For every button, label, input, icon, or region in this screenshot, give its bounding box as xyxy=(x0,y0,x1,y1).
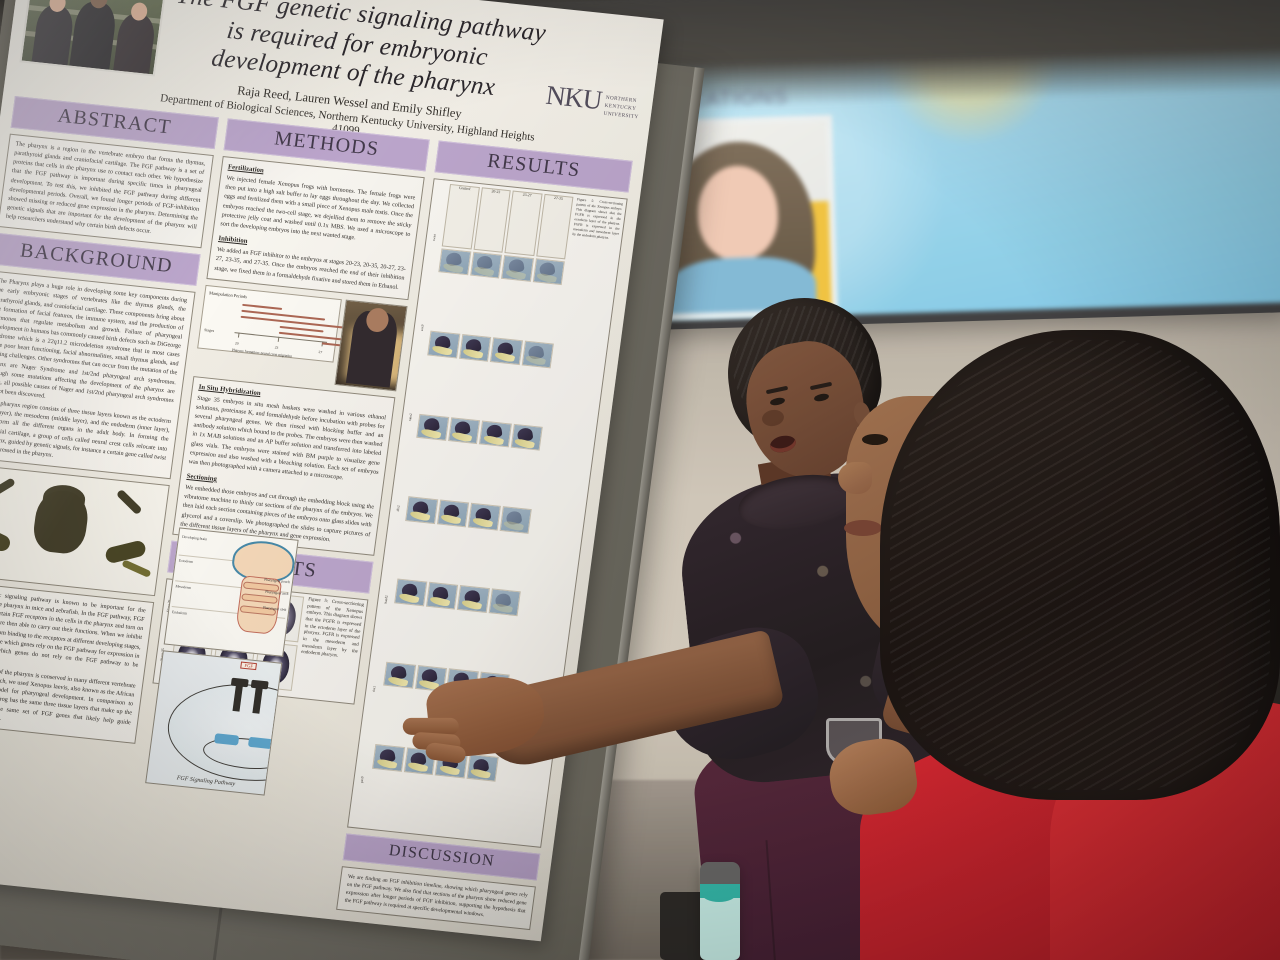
water-bottle xyxy=(700,862,740,960)
embryo-cell xyxy=(405,496,439,524)
background-para-1: The Pharynx plays a huge role in develop… xyxy=(0,278,188,404)
nku-logo: NKU NORTHERN KENTUCKY UNIVERSITY xyxy=(544,18,650,121)
fgf-ligand-label: FGF xyxy=(240,661,258,671)
embryo-cell xyxy=(394,578,427,607)
methods-body-2: In Situ Hybridization Stage 35 embryos i… xyxy=(171,375,396,556)
embryo-cell xyxy=(416,413,450,442)
embryo-cell xyxy=(469,251,503,279)
abstract-body: The pharynx is a region in the vertebrat… xyxy=(0,133,214,249)
arch-label-0: Developing brain xyxy=(181,534,208,542)
chart-bar-0 xyxy=(241,303,282,310)
abstract-text: The pharynx is a region in the vertebrat… xyxy=(5,141,206,236)
embryo-cell xyxy=(383,661,416,690)
embryo-cell xyxy=(438,248,472,276)
embryo-cell xyxy=(501,254,534,283)
chart-xtick-2: 27 xyxy=(318,349,323,355)
frog-figure xyxy=(0,463,170,597)
background-para-3: The FGF genetic signaling pathway is kno… xyxy=(0,588,146,669)
background-body: The Pharynx plays a huge role in develop… xyxy=(0,270,196,480)
manipulation-periods-chart: Manipulation Periods Stages 20 23 27 35 xyxy=(196,284,370,363)
nku-mark: NKU xyxy=(544,79,604,116)
results-col-header-3: 27-35 xyxy=(535,193,574,260)
lab-photo xyxy=(334,299,408,392)
arch-label-1: Ectoderm xyxy=(178,558,194,564)
embryo-cell xyxy=(427,330,461,359)
methods-body: Fertilization We injected female Xenopus… xyxy=(206,155,426,300)
chart-bar-3 xyxy=(279,325,324,333)
embryo-cell xyxy=(436,499,470,527)
attendee-hair xyxy=(880,330,1280,800)
background-body-2: The FGF genetic signaling pathway is kno… xyxy=(0,580,154,744)
chart-ylabel: Stages xyxy=(204,327,215,333)
arch-label-2: Mesoderm xyxy=(175,584,192,590)
chart-xtick-1: 23 xyxy=(274,345,279,350)
fgf-signaling-diagram: FGF FGFR Ca2+ FGF Signaling Pathway xyxy=(145,650,283,796)
attendee xyxy=(825,330,1280,960)
nku-wordmark: NORTHERN KENTUCKY UNIVERSITY xyxy=(603,94,640,120)
embryo-cell xyxy=(425,582,459,610)
section-figure-caption: Figure 5: Cross-sectioning pattern of th… xyxy=(300,597,365,660)
arch-label-3: Endoderm xyxy=(171,610,188,616)
embryo-cell xyxy=(372,744,405,772)
chart-title: Manipulation Periods xyxy=(208,289,248,299)
team-photo xyxy=(19,0,168,77)
chart-xtick-0: 20 xyxy=(234,340,239,346)
pharyngeal-arch-diagram: Developing brain Ectoderm Mesoderm Endod… xyxy=(163,527,299,657)
chart-xlabel: Pharynx formation: neural crest migratio… xyxy=(231,347,293,358)
